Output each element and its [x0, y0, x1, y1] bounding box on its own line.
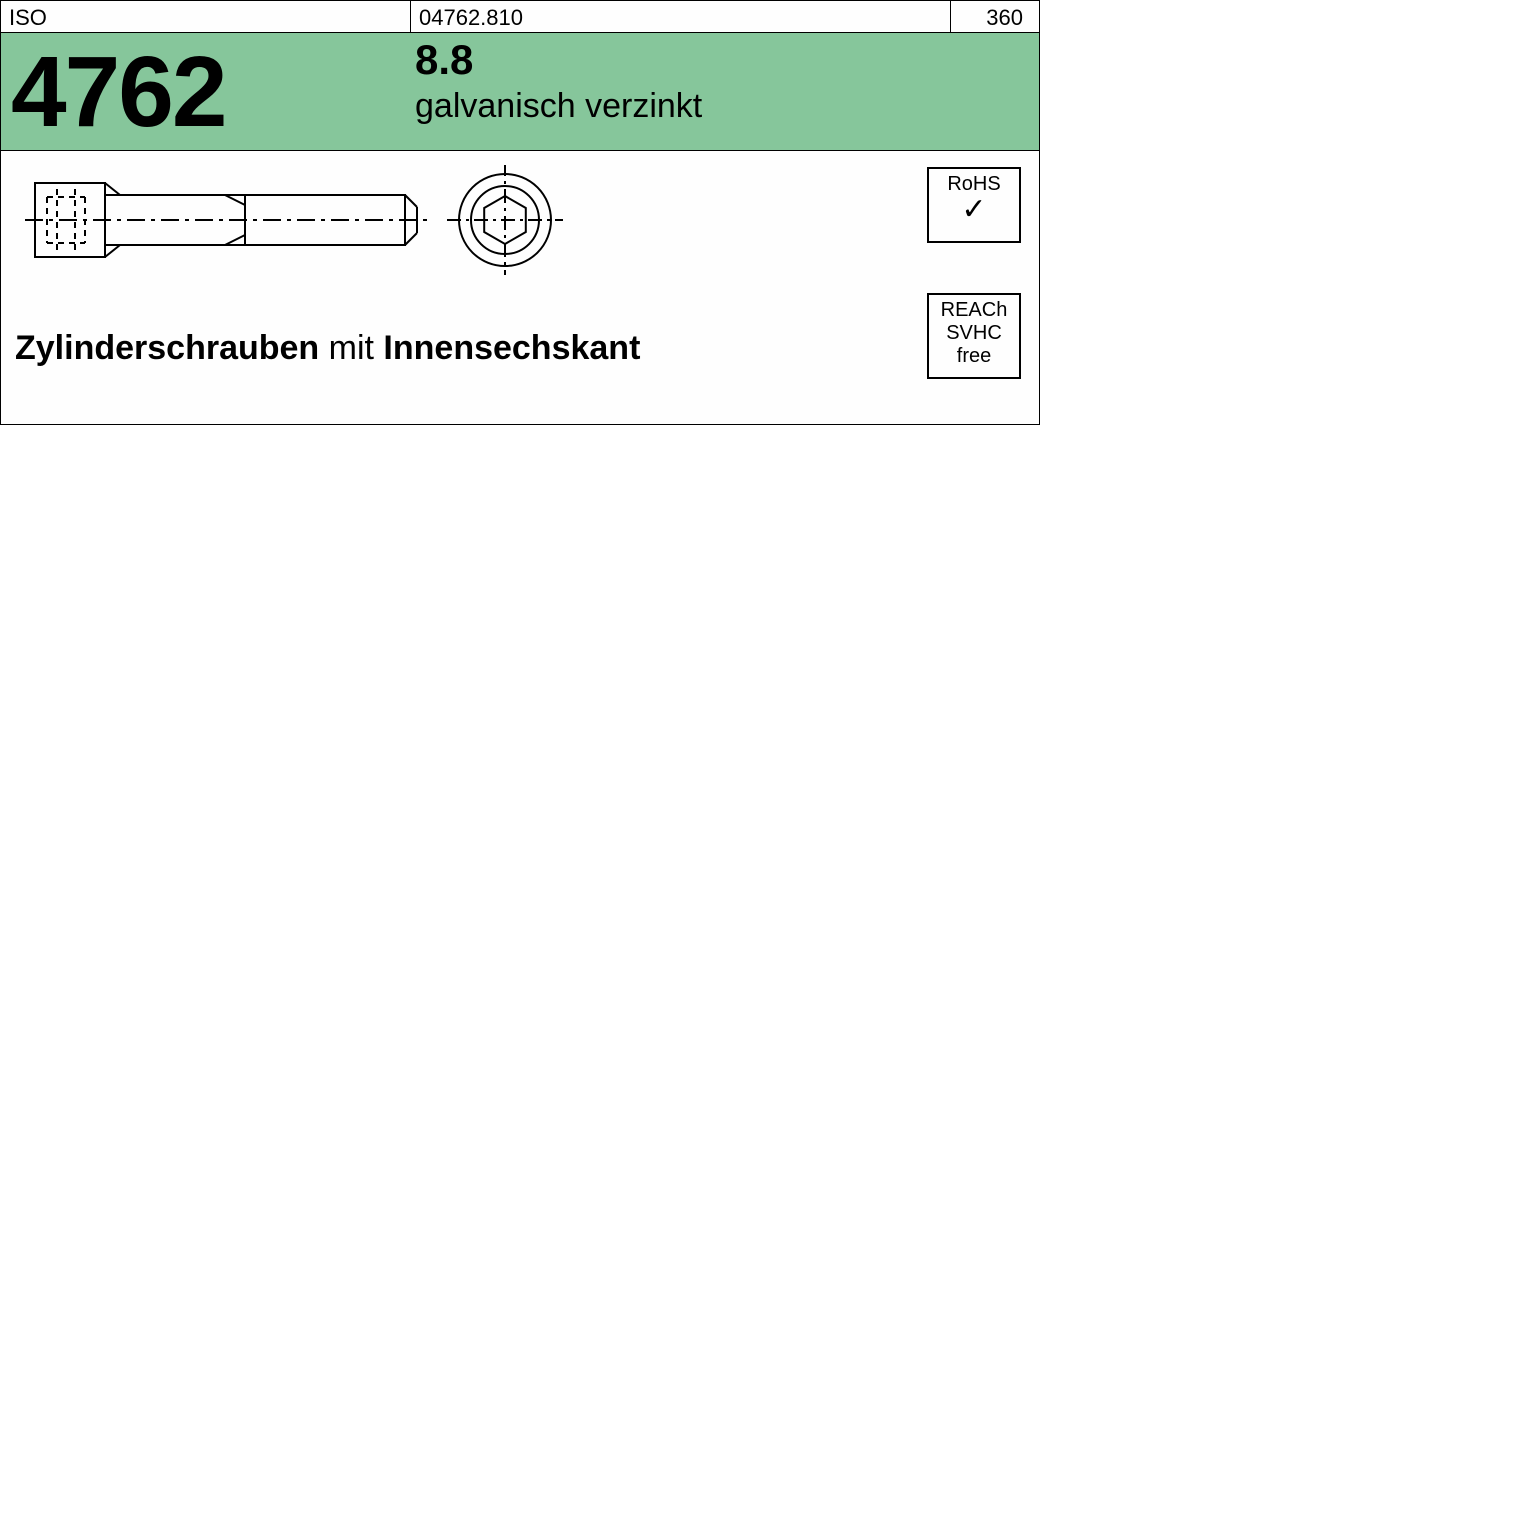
drawing-area [1, 151, 1039, 281]
header-row: ISO 04762.810 360 [1, 1, 1039, 33]
title-bold: Zylinderschrauben [15, 329, 319, 367]
title-rest: Innensechskant [383, 329, 640, 367]
header-page-number: 360 [951, 1, 1039, 32]
strength-grade: 8.8 [415, 39, 1039, 81]
surface-finish: galvanisch verzinkt [415, 87, 1039, 126]
datasheet-card: ISO 04762.810 360 4762 8.8 galvanisch ve… [0, 0, 1040, 425]
reach-line2: SVHC [929, 322, 1019, 345]
bolt-drawing-icon [25, 165, 585, 275]
header-iso-label: ISO [1, 1, 411, 32]
spec-band-right: 8.8 galvanisch verzinkt [411, 33, 1039, 150]
header-article-number: 04762.810 [411, 1, 951, 32]
rohs-badge: RoHS ✓ [927, 167, 1021, 243]
title-join: mit [319, 329, 383, 367]
spec-band: 4762 8.8 galvanisch verzinkt [1, 33, 1039, 151]
reach-line1: REACh [929, 299, 1019, 322]
reach-badge: REACh SVHC free [927, 293, 1021, 379]
reach-line3: free [929, 345, 1019, 368]
product-title: Zylinderschrauben mit Innensechskant [15, 329, 640, 368]
standard-number: 4762 [1, 33, 411, 150]
checkmark-icon: ✓ [961, 198, 986, 222]
